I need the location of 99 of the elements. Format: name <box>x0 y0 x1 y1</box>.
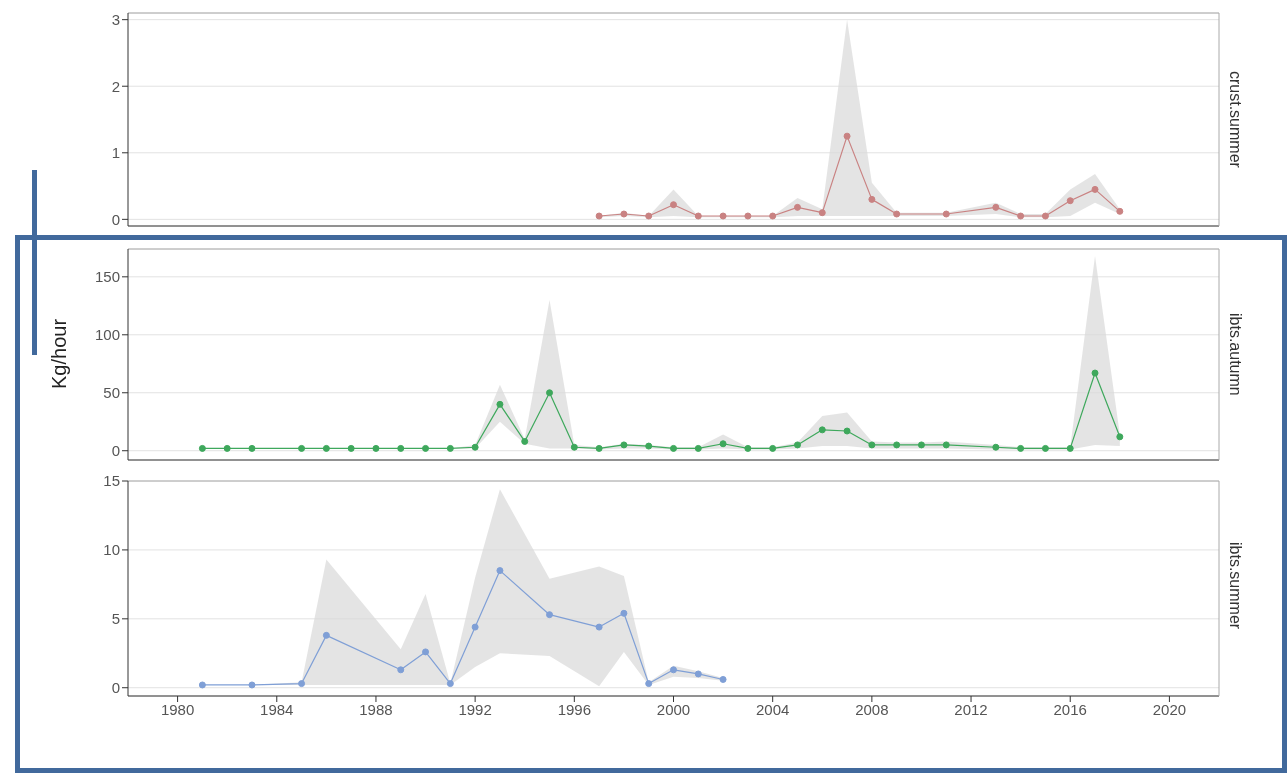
y-tick-label: 2 <box>111 77 120 95</box>
y-tick-label: 100 <box>94 326 120 344</box>
point <box>1017 212 1025 220</box>
point <box>645 442 653 450</box>
y-axis-title: Kg/hour <box>48 317 71 392</box>
point <box>298 680 306 688</box>
x-tick-label: 1984 <box>260 700 294 718</box>
point <box>992 443 1000 451</box>
point <box>942 210 950 218</box>
x-tick-label: 2020 <box>1152 700 1187 718</box>
point <box>719 212 727 220</box>
point <box>198 444 206 452</box>
point <box>744 212 752 220</box>
point <box>521 437 529 445</box>
y-tick-label: 15 <box>103 472 120 490</box>
point <box>446 444 454 452</box>
point <box>1041 212 1049 220</box>
x-tick-label: 2016 <box>1053 700 1087 718</box>
point <box>347 444 355 452</box>
point <box>422 444 430 452</box>
point <box>917 441 925 449</box>
point <box>818 426 826 434</box>
point <box>1091 185 1099 193</box>
point <box>843 427 851 435</box>
point <box>322 444 330 452</box>
text: crust.summer <box>1226 69 1244 170</box>
y-tick-label: 50 <box>103 384 120 402</box>
point <box>1091 369 1099 377</box>
point <box>595 444 603 452</box>
point <box>1116 207 1124 215</box>
point <box>620 210 628 218</box>
point <box>942 441 950 449</box>
point <box>1017 444 1025 452</box>
point <box>769 444 777 452</box>
y-tick-label: 0 <box>111 442 120 460</box>
point <box>595 212 603 220</box>
point <box>769 212 777 220</box>
point <box>298 444 306 452</box>
point <box>744 444 752 452</box>
point <box>793 441 801 449</box>
point <box>248 444 256 452</box>
point <box>868 195 876 203</box>
point <box>793 203 801 211</box>
x-tick-label: 1992 <box>458 700 492 718</box>
point <box>223 444 231 452</box>
point <box>719 675 727 683</box>
point <box>372 444 380 452</box>
point <box>843 132 851 140</box>
x-tick-label: 2000 <box>656 700 691 718</box>
point <box>818 209 826 217</box>
point <box>719 440 727 448</box>
point <box>694 212 702 220</box>
point <box>471 443 479 451</box>
point <box>620 609 628 617</box>
point <box>893 441 901 449</box>
x-tick-label: 2008 <box>855 700 889 718</box>
point <box>570 443 578 451</box>
point <box>645 680 653 688</box>
x-tick-label: 2012 <box>954 700 988 718</box>
point <box>546 611 554 619</box>
point <box>992 203 1000 211</box>
y-tick-label: 0 <box>111 210 120 228</box>
point <box>496 567 504 575</box>
point <box>595 623 603 631</box>
point <box>1066 197 1074 205</box>
point <box>670 666 677 674</box>
y-tick-label: 1 <box>111 144 120 162</box>
point <box>670 444 677 452</box>
point <box>546 389 554 397</box>
point <box>694 444 702 452</box>
point <box>1041 444 1049 452</box>
y-tick-label: 10 <box>103 541 120 559</box>
y-tick-label: 150 <box>94 268 120 286</box>
y-tick-label: 3 <box>111 10 120 28</box>
point <box>620 441 628 449</box>
y-tick-label: 5 <box>111 610 120 628</box>
point <box>694 670 702 678</box>
x-tick-label: 1980 <box>160 700 195 718</box>
x-tick-label: 1996 <box>557 700 592 718</box>
point <box>645 212 653 220</box>
point <box>397 444 405 452</box>
point <box>422 648 430 656</box>
point <box>1066 444 1074 452</box>
x-tick-label: 1988 <box>359 700 393 718</box>
point <box>868 441 876 449</box>
point <box>322 631 330 639</box>
y-tick-label: 0 <box>111 679 120 697</box>
point <box>446 680 454 688</box>
point <box>397 666 405 674</box>
point <box>496 400 504 408</box>
point <box>198 681 206 689</box>
text: ibts.summer <box>1226 541 1244 632</box>
point <box>670 201 677 209</box>
x-tick-label: 2004 <box>755 700 790 718</box>
text: ibts.autumn <box>1226 311 1244 398</box>
point <box>248 681 256 689</box>
point <box>471 623 479 631</box>
point <box>1116 433 1124 441</box>
point <box>893 210 901 218</box>
